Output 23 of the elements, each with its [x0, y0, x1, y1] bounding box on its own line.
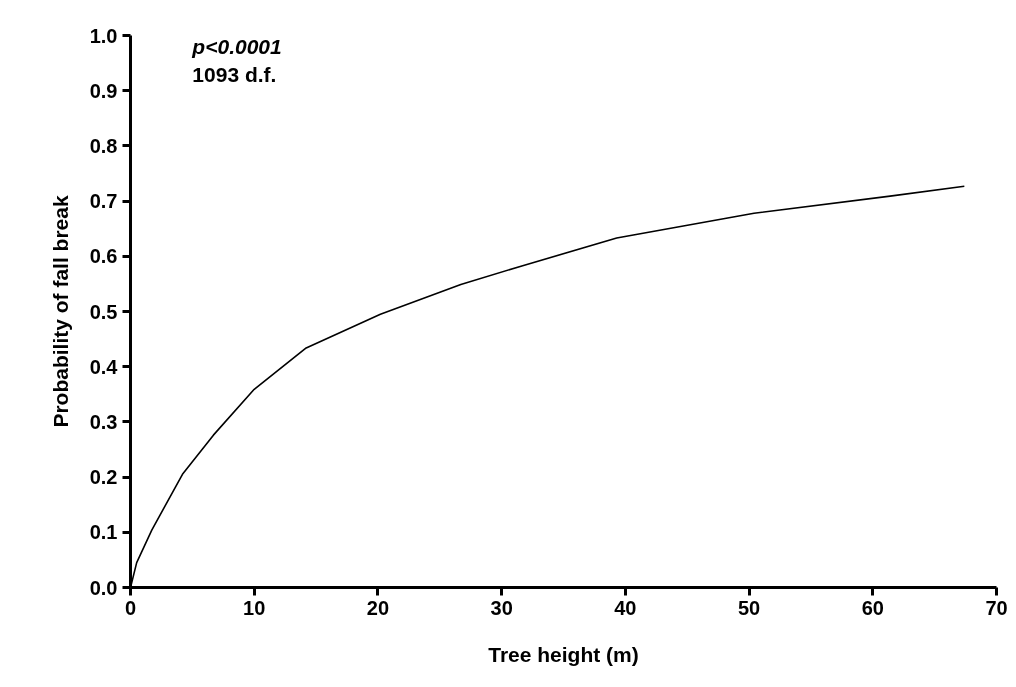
y-tick-label: 0.6 [89, 245, 118, 268]
x-axis-title: Tree height (m) [488, 642, 639, 666]
y-tick-label: 0.8 [89, 134, 118, 157]
y-tick-label: 0.1 [89, 521, 118, 544]
x-tick-label: 20 [366, 596, 390, 619]
y-tick-label: 0.7 [89, 190, 118, 213]
y-tick-label: 0.0 [89, 576, 118, 599]
annotation: p<0.0001 [191, 35, 282, 59]
y-tick-label: 0.9 [89, 79, 118, 102]
y-tick-label: 0.3 [89, 410, 118, 433]
x-tick-label: 30 [490, 596, 513, 619]
x-tick-label: 50 [737, 596, 761, 619]
y-axis-title: Probability of fall break [48, 195, 72, 428]
annotation: 1093 d.f. [192, 62, 277, 86]
x-tick-label: 40 [614, 596, 637, 619]
y-tick-label: 0.4 [89, 355, 119, 378]
x-tick-label: 0 [124, 596, 137, 619]
y-tick-label: 0.5 [89, 300, 118, 323]
y-tick-label: 1.0 [89, 24, 118, 47]
x-tick-label: 70 [985, 596, 1008, 619]
x-tick-label: 10 [243, 596, 266, 619]
x-tick-label: 60 [861, 596, 884, 619]
y-tick-label: 0.2 [89, 466, 118, 489]
